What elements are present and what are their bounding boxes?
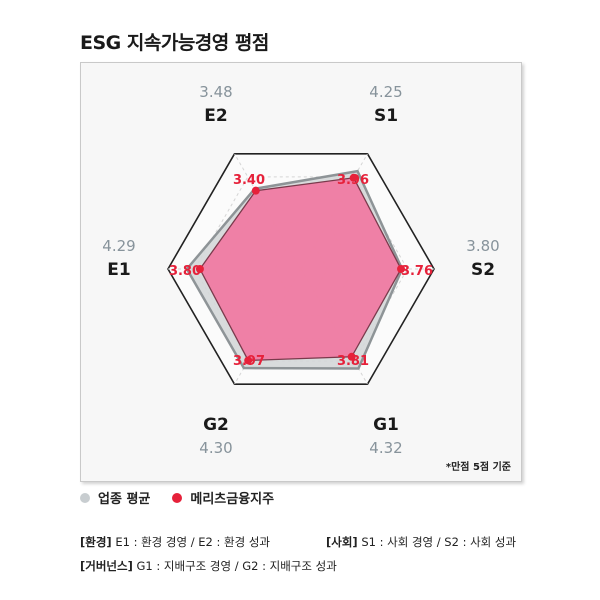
company-point-s2 [397, 265, 406, 273]
radar-chart: S1 4.25 3.96 S2 3.80 3.76 G1 4.32 3.81 G2 4.30 3.97… [102, 83, 499, 457]
axis-label-s2: S2 [471, 260, 495, 280]
industry-value-label-s1: 4.25 [369, 83, 402, 101]
company-point-g2 [244, 356, 253, 365]
axis-label-s1: S1 [374, 106, 398, 126]
axis-label-e1: E1 [107, 260, 130, 280]
axis-label-e2: E2 [204, 106, 227, 126]
footnote-soc-tag: [사회] [326, 535, 358, 549]
industry-value-label-s2: 3.80 [466, 237, 499, 255]
axis-label-g2: G2 [203, 415, 229, 435]
axis-label-g1: G1 [373, 415, 399, 435]
footnote-soc-text: S1 : 사회 경영 / S2 : 사회 성과 [361, 535, 517, 549]
footnote-gov-text: G1 : 지배구조 경영 / G2 : 지배구조 성과 [136, 559, 337, 573]
industry-value-label-g2: 4.30 [199, 439, 232, 457]
legend-industry-label: 업종 평균 [98, 492, 151, 507]
company-point-g1 [347, 352, 356, 361]
footnote-social: [사회] S1 : 사회 경영 / S2 : 사회 성과 [326, 534, 516, 550]
industry-value-label-g1: 4.32 [369, 439, 402, 457]
company-value-label-g1: 3.81 [337, 354, 369, 369]
company-value-label-e1: 3.80 [169, 264, 201, 279]
company-point-e1 [195, 265, 204, 273]
company-value-label-s2: 3.76 [401, 264, 433, 279]
scale-note: *만점 5점 기준 [445, 462, 511, 473]
chart-title: ESG 지속가능경영 평점 [80, 32, 269, 54]
company-value-label-e2: 3.40 [233, 173, 265, 188]
legend-item-industry: 업종 평균 [80, 488, 150, 507]
company-point-e2 [251, 186, 260, 195]
footnote-governance: [거버넌스] G1 : 지배구조 경영 / G2 : 지배구조 성과 [80, 558, 337, 574]
legend-company-label: 메리츠금융지주 [190, 492, 275, 507]
chart-legend: 업종 평균 메리츠금융지주 [80, 488, 296, 507]
footnote-environment: [환경] E1 : 환경 경영 / E2 : 환경 성과 [80, 534, 270, 550]
legend-company-marker [172, 492, 183, 503]
footnote-env-text: E1 : 환경 경영 / E2 : 환경 성과 [115, 535, 271, 549]
footnote-gov-tag: [거버넌스] [80, 559, 133, 573]
legend-item-company: 메리츠금융지주 [172, 488, 274, 507]
industry-value-label-e2: 3.48 [199, 83, 232, 101]
radar-chart-panel: S1 4.25 3.96 S2 3.80 3.76 G1 4.32 3.81 G2 4.30 3.97… [80, 62, 522, 482]
company-point-s1 [349, 173, 358, 182]
company-value-label-g2: 3.97 [233, 354, 265, 369]
company-value-label-s1: 3.96 [337, 173, 369, 188]
footnote-env-tag: [환경] [80, 535, 112, 549]
industry-value-label-e1: 4.29 [102, 237, 135, 255]
legend-industry-marker [80, 492, 90, 503]
